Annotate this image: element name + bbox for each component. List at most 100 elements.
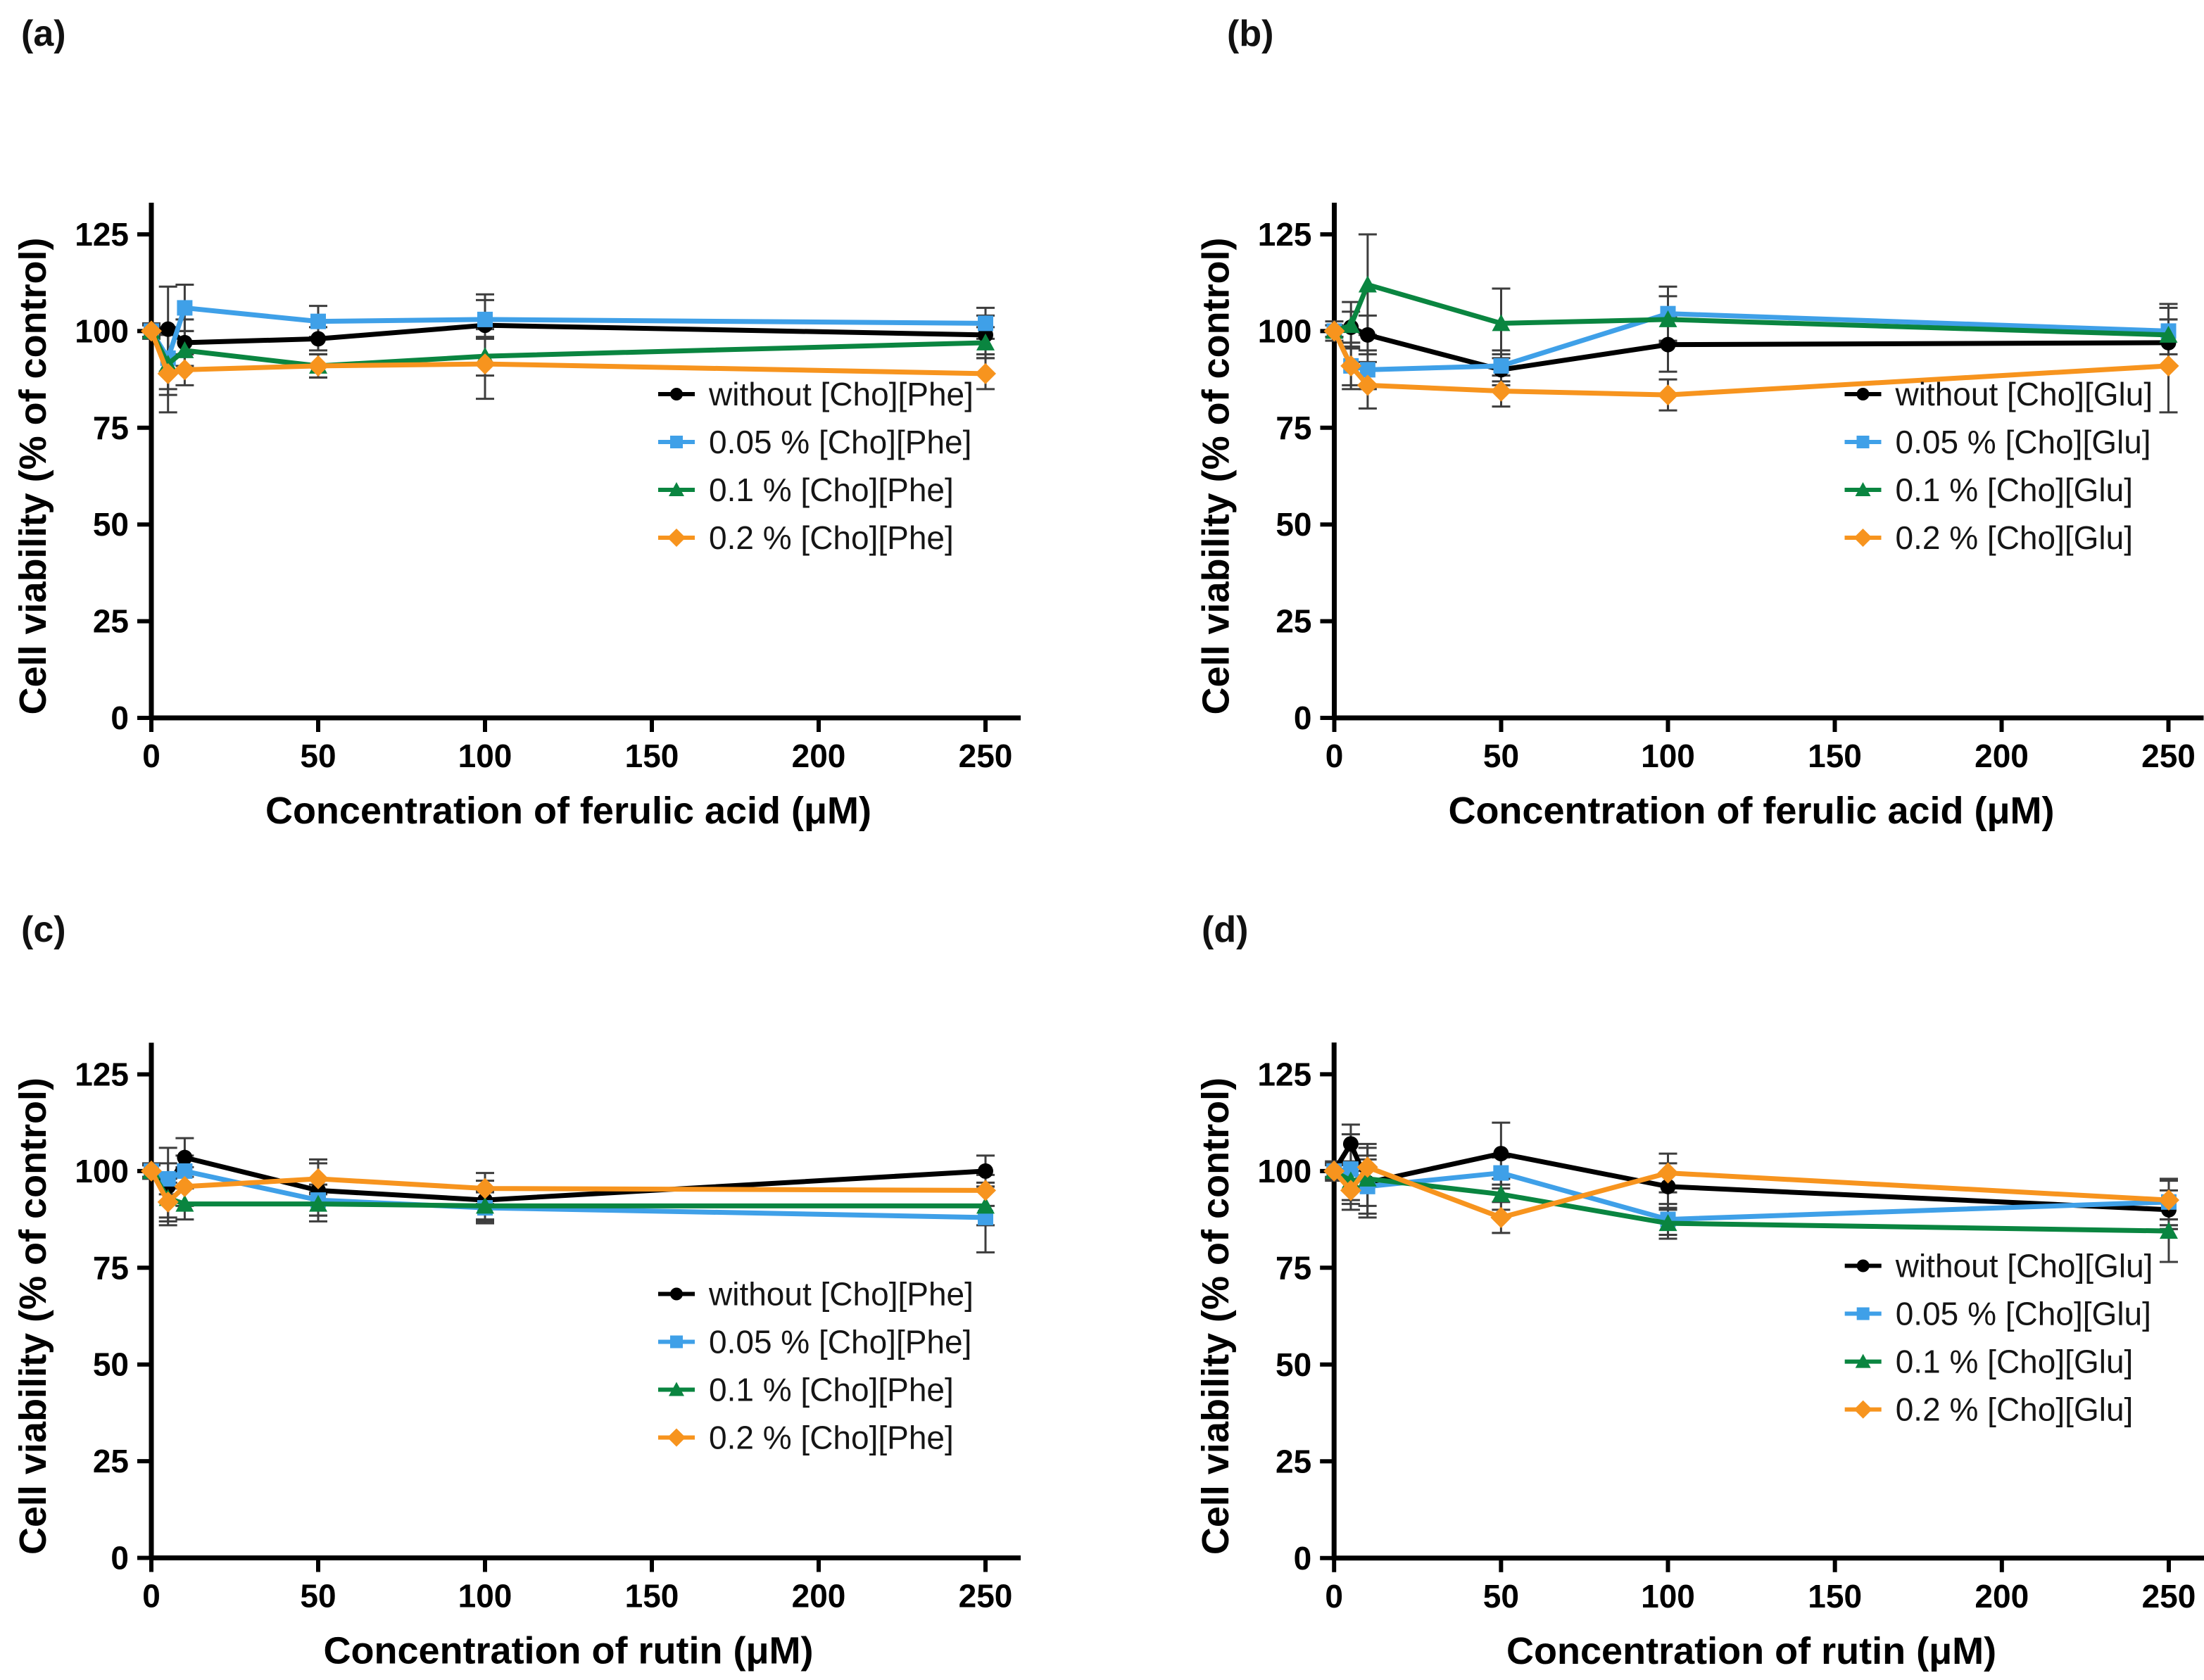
x-tick-group: 0 50 100 150 200 250 [1325, 718, 2196, 774]
data-point-marker [1493, 1165, 1509, 1181]
x-tick-group: 0 50 100 150 200 250 [142, 718, 1012, 774]
data-point-marker [1340, 1180, 1361, 1201]
data-point-marker [2159, 1222, 2178, 1239]
axes [149, 203, 1021, 721]
y-tick-label: 25 [1276, 1443, 1311, 1479]
square-legend-icon [670, 436, 683, 448]
diamond-legend-icon [1853, 1400, 1872, 1419]
data-point-marker [175, 1194, 194, 1212]
x-tick-label: 100 [1641, 738, 1695, 774]
x-tick-label: 250 [2142, 1578, 2196, 1615]
data-point-marker [174, 359, 196, 381]
x-tick-label: 150 [1808, 738, 1862, 774]
y-tick-label: 0 [1294, 1540, 1312, 1577]
data-point-marker [308, 355, 329, 377]
y-tick-group: 0 25 50 75 100 125 [75, 216, 151, 736]
triangle-legend-icon [1855, 1353, 1871, 1368]
x-tick-label: 100 [458, 738, 512, 774]
data-point-marker [476, 1196, 494, 1214]
data-point-marker [1342, 1161, 1359, 1177]
data-point-marker [177, 1163, 193, 1179]
data-point-marker [1658, 1214, 1677, 1232]
chart-a: 0 25 50 75 100 125 0 50 100 150 200 250 Concentratio… [12, 203, 1021, 832]
legend-label: 0.1 % [Cho][Phe] [709, 1372, 954, 1408]
data-point-marker [2158, 1189, 2179, 1211]
y-tick-label: 100 [75, 312, 129, 349]
data-point-marker [1657, 1162, 1679, 1184]
data-point-marker [975, 362, 996, 384]
x-axis-title: Concentration of rutin (μM) [324, 1630, 814, 1672]
x-tick-group: 0 50 100 150 200 250 [142, 1558, 1012, 1615]
legend-label: without [Cho][Phe] [708, 376, 974, 412]
legend-label: 0.05 % [Cho][Phe] [709, 1324, 971, 1360]
circle-legend-icon [670, 1287, 683, 1301]
data-point-marker [1658, 310, 1677, 327]
legend: without [Cho][Phe] 0.05 % [Cho][Phe] 0.1 %… [658, 376, 974, 556]
chart-d: 0 25 50 75 100 125 0 50 100 150 200 250 Concentratio… [1195, 1042, 2204, 1672]
data-point-marker [160, 1170, 176, 1187]
legend-label: 0.05 % [Cho][Phe] [709, 424, 971, 460]
y-tick-label: 100 [1257, 1153, 1311, 1189]
series-line [1333, 324, 2169, 372]
y-axis-title: Cell viability (% of control) [12, 237, 54, 714]
data-point-marker [157, 1191, 179, 1213]
y-axis-title: Cell viability (% of control) [1195, 1078, 1237, 1555]
y-tick-label: 100 [75, 1153, 129, 1189]
legend-label: 0.2 % [Cho][Glu] [1896, 519, 2134, 556]
y-tick-group: 0 25 50 75 100 125 [1257, 1056, 1335, 1577]
square-legend-icon [1856, 436, 1870, 448]
panel-a-label: (a) [21, 13, 66, 54]
panel-a: (a) 0 25 50 75 100 125 0 50 100 150 200 250 Concentr… [0, 0, 1102, 840]
circle-legend-icon [1856, 1259, 1870, 1272]
legend-item-without-cho-phe: without [Cho][Phe] [658, 1276, 974, 1313]
legend-item-0-1-cho-phe: 0.1 % [Cho][Phe] [658, 472, 954, 508]
series-0-2-cho-phe [141, 1160, 996, 1213]
data-point-marker [1660, 1178, 1676, 1194]
data-point-marker [976, 333, 995, 350]
y-tick-label: 0 [1294, 700, 1312, 736]
series-line [149, 329, 986, 369]
legend-label: 0.2 % [Cho][Glu] [1896, 1391, 2134, 1428]
x-tick-label: 0 [142, 1578, 160, 1615]
x-tick-label: 150 [1808, 1578, 1862, 1615]
data-point-marker [175, 341, 194, 358]
x-axis-title: Concentration of ferulic acid (μM) [265, 790, 871, 832]
y-tick-label: 100 [1258, 312, 1312, 349]
y-tick-label: 50 [1276, 1346, 1311, 1383]
y-tick-label: 50 [93, 1346, 129, 1383]
y-tick-label: 125 [75, 216, 129, 253]
data-point-marker [160, 321, 176, 337]
chart-b: 0 25 50 75 100 125 0 50 100 150 200 250 Concentratio… [1195, 203, 2204, 832]
x-tick-label: 50 [1483, 738, 1519, 774]
x-tick-label: 150 [625, 1578, 679, 1615]
data-point-marker [141, 1160, 162, 1182]
series-line [151, 322, 986, 346]
y-tick-label: 25 [1276, 603, 1311, 640]
x-tick-label: 200 [1975, 1578, 2029, 1615]
data-point-marker [174, 1175, 196, 1197]
legend-item-0-05-cho-glu: 0.05 % [Cho][Glu] [1844, 1296, 2151, 1332]
legend-item-0-2-cho-glu: 0.2 % [Cho][Glu] [1844, 519, 2134, 556]
x-axis-title: Concentration of ferulic acid (μM) [1448, 790, 2054, 832]
x-tick-label: 50 [300, 738, 336, 774]
y-axis-title: Cell viability (% of control) [1195, 237, 1238, 714]
axes [1331, 1042, 2204, 1561]
panel-b: (b) 0 25 50 75 100 125 0 50 100 150 200 250 Concentr… [1102, 0, 2204, 840]
axes [1332, 203, 2204, 721]
legend-item-0-2-cho-phe: 0.2 % [Cho][Phe] [658, 1420, 954, 1456]
diamond-legend-icon [667, 1428, 686, 1447]
panel-c: (c) 0 25 50 75 100 125 0 50 100 150 200 250 Concentr… [0, 840, 1102, 1680]
legend-item-without-cho-glu: without [Cho][Glu] [1844, 376, 2153, 412]
data-point-marker [1342, 1136, 1359, 1152]
legend-item-0-1-cho-phe: 0.1 % [Cho][Phe] [658, 1372, 954, 1408]
y-tick-label: 75 [93, 410, 129, 446]
data-point-marker [1358, 1169, 1377, 1187]
data-point-marker [474, 1177, 496, 1199]
data-point-marker [1490, 380, 1512, 402]
data-point-marker [157, 362, 179, 384]
data-point-marker [477, 311, 493, 327]
triangle-legend-icon [669, 1382, 684, 1396]
data-point-marker [1657, 384, 1679, 406]
data-point-marker [141, 320, 162, 342]
